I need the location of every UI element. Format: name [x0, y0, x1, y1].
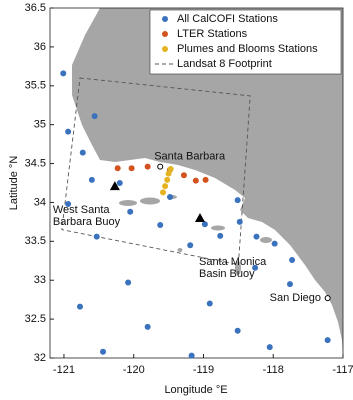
station-point — [187, 242, 194, 249]
station-point — [253, 233, 260, 240]
island — [260, 237, 272, 243]
place-label: Santa Monica — [199, 256, 267, 268]
y-axis-label: Latitude °N — [8, 156, 20, 211]
x-tick-label: -120 — [123, 364, 145, 376]
station-point — [202, 176, 209, 183]
station-point — [164, 176, 171, 183]
station-point — [165, 170, 172, 177]
y-tick-label: 33.5 — [25, 235, 46, 247]
y-tick-label: 35 — [34, 119, 46, 131]
station-point — [234, 327, 241, 334]
station-point — [167, 166, 174, 172]
station-point — [266, 344, 273, 351]
place-label: San Diego — [270, 292, 321, 304]
x-tick-label: -117 — [332, 364, 353, 376]
station-point — [180, 172, 187, 179]
station-point — [166, 194, 173, 200]
legend: All CalCOFI Stations LTER Stations Plumes … — [149, 9, 342, 75]
island — [140, 197, 160, 205]
island — [235, 261, 241, 275]
station-point — [192, 177, 199, 184]
station-point — [93, 233, 100, 240]
station-point — [236, 218, 243, 225]
station-point — [217, 232, 224, 239]
buoy-marker — [109, 181, 120, 191]
legend-label: Landsat 8 Footprint — [177, 58, 272, 70]
station-point — [252, 264, 259, 271]
y-tick-label: 34.5 — [25, 157, 46, 169]
x-tick-label: -121 — [53, 364, 75, 376]
station-point — [160, 189, 167, 196]
frame — [49, 7, 344, 359]
island — [211, 225, 225, 231]
station-point — [60, 70, 67, 77]
x-axis-label: Longitude °E — [164, 384, 227, 396]
station-point — [116, 180, 123, 186]
station-point — [88, 176, 95, 183]
y-tick-label: 34 — [34, 196, 46, 208]
city-marker — [324, 295, 331, 302]
place-label: Barbara Buoy — [53, 216, 121, 228]
station-point — [162, 183, 169, 190]
station-point — [79, 149, 86, 156]
legend-swatch — [162, 31, 168, 37]
city-marker — [157, 163, 164, 170]
legend-label: All CalCOFI Stations — [177, 13, 278, 25]
station-point — [157, 222, 164, 228]
footprint — [61, 77, 251, 266]
y-tick-label: 36 — [34, 41, 46, 53]
station-point — [100, 348, 107, 355]
coastline — [72, 8, 343, 358]
station-point — [91, 113, 98, 120]
legend-swatch — [162, 46, 168, 52]
y-tick-label: 36.5 — [25, 2, 46, 14]
place-label: West Santa — [53, 204, 111, 216]
legend-label: Plumes and Blooms Stations — [177, 43, 318, 55]
station-point — [201, 221, 208, 228]
y-tick-label: 33 — [34, 274, 46, 286]
y-tick-label: 35.5 — [25, 80, 46, 92]
y-tick-label: 32.5 — [25, 313, 46, 325]
station-point — [289, 257, 296, 263]
island — [119, 200, 137, 206]
legend-label: LTER Stations — [177, 28, 248, 40]
station-point — [206, 300, 213, 307]
buoy-marker — [194, 213, 205, 222]
island — [177, 248, 183, 252]
station-point — [144, 323, 151, 330]
station-point — [76, 303, 83, 310]
station-point — [127, 208, 134, 215]
station-point — [144, 163, 151, 170]
place-label: Basin Buoy — [199, 268, 255, 280]
station-point — [128, 165, 135, 172]
station-point — [65, 128, 72, 135]
station-point — [286, 281, 293, 288]
y-tick-label: 32 — [34, 352, 46, 364]
legend-swatch — [162, 16, 168, 22]
place-label: Santa Barbara — [154, 151, 226, 163]
station-point — [234, 197, 241, 204]
legend-box — [149, 9, 342, 75]
station-point — [65, 201, 72, 207]
land — [72, 8, 343, 358]
station-point — [188, 352, 195, 359]
station-point — [114, 165, 121, 172]
x-tick-label: -119 — [193, 364, 214, 376]
station-point — [324, 337, 331, 344]
x-tick-label: -118 — [263, 364, 284, 376]
station-point — [271, 240, 278, 247]
station-point — [125, 279, 132, 286]
